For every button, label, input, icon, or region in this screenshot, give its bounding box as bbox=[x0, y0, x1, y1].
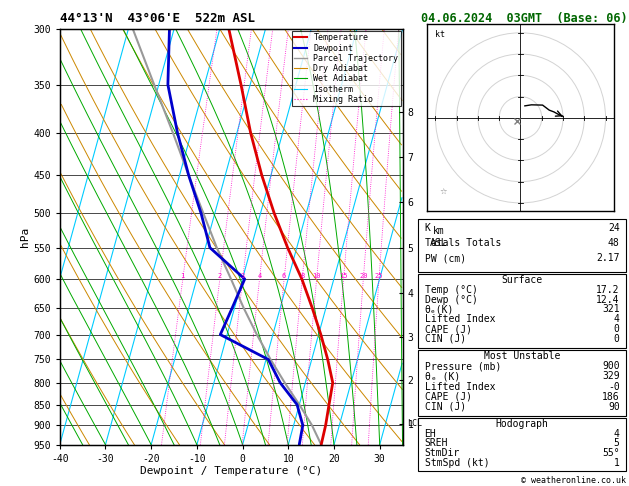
Text: 4: 4 bbox=[614, 429, 620, 439]
Text: Lifted Index: Lifted Index bbox=[425, 382, 495, 392]
Text: K: K bbox=[425, 223, 430, 233]
Bar bbox=[418, 418, 626, 471]
Text: 24: 24 bbox=[608, 223, 620, 233]
Bar bbox=[418, 274, 626, 347]
Text: 900: 900 bbox=[602, 361, 620, 371]
Text: 15: 15 bbox=[339, 273, 348, 279]
Legend: Temperature, Dewpoint, Parcel Trajectory, Dry Adiabat, Wet Adiabat, Isotherm, Mi: Temperature, Dewpoint, Parcel Trajectory… bbox=[292, 31, 401, 106]
Text: StmDir: StmDir bbox=[425, 448, 460, 458]
Text: PW (cm): PW (cm) bbox=[425, 253, 465, 263]
Text: CAPE (J): CAPE (J) bbox=[425, 392, 472, 401]
Text: SREH: SREH bbox=[425, 438, 448, 449]
Text: kt: kt bbox=[435, 30, 445, 39]
Text: 04.06.2024  03GMT  (Base: 06): 04.06.2024 03GMT (Base: 06) bbox=[421, 12, 628, 25]
X-axis label: Dewpoint / Temperature (°C): Dewpoint / Temperature (°C) bbox=[140, 467, 322, 476]
Bar bbox=[418, 219, 626, 272]
Text: 0: 0 bbox=[614, 324, 620, 334]
Text: 4: 4 bbox=[257, 273, 262, 279]
Text: Surface: Surface bbox=[501, 275, 543, 285]
Text: Temp (°C): Temp (°C) bbox=[425, 285, 477, 295]
Text: Lifted Index: Lifted Index bbox=[425, 314, 495, 324]
Text: 10: 10 bbox=[313, 273, 321, 279]
Text: 186: 186 bbox=[602, 392, 620, 401]
Text: θₑ (K): θₑ (K) bbox=[425, 371, 460, 382]
Text: 329: 329 bbox=[602, 371, 620, 382]
Text: 2.17: 2.17 bbox=[596, 253, 620, 263]
Text: 5: 5 bbox=[614, 438, 620, 449]
Text: θₑ(K): θₑ(K) bbox=[425, 304, 454, 314]
Text: LCL: LCL bbox=[407, 419, 421, 429]
Text: 12.4: 12.4 bbox=[596, 295, 620, 305]
Text: 0: 0 bbox=[614, 334, 620, 344]
Text: CIN (J): CIN (J) bbox=[425, 334, 465, 344]
Bar bbox=[418, 350, 626, 416]
Text: 55°: 55° bbox=[602, 448, 620, 458]
Text: 8: 8 bbox=[300, 273, 304, 279]
Text: © weatheronline.co.uk: © weatheronline.co.uk bbox=[521, 476, 626, 485]
Text: 1: 1 bbox=[181, 273, 185, 279]
Text: 4: 4 bbox=[614, 314, 620, 324]
Text: 3: 3 bbox=[240, 273, 245, 279]
Text: 1: 1 bbox=[614, 458, 620, 468]
Text: CAPE (J): CAPE (J) bbox=[425, 324, 472, 334]
Text: CIN (J): CIN (J) bbox=[425, 402, 465, 412]
Text: 17.2: 17.2 bbox=[596, 285, 620, 295]
Text: 44°13'N  43°06'E  522m ASL: 44°13'N 43°06'E 522m ASL bbox=[60, 12, 255, 25]
Text: 20: 20 bbox=[359, 273, 367, 279]
Text: -0: -0 bbox=[608, 382, 620, 392]
Text: 6: 6 bbox=[282, 273, 286, 279]
Text: EH: EH bbox=[425, 429, 437, 439]
Text: Hodograph: Hodograph bbox=[496, 419, 548, 429]
Text: 48: 48 bbox=[608, 238, 620, 248]
Text: Most Unstable: Most Unstable bbox=[484, 351, 560, 361]
Text: Totals Totals: Totals Totals bbox=[425, 238, 501, 248]
Text: ☆: ☆ bbox=[440, 188, 447, 196]
Text: 90: 90 bbox=[608, 402, 620, 412]
Text: Dewp (°C): Dewp (°C) bbox=[425, 295, 477, 305]
Y-axis label: hPa: hPa bbox=[20, 227, 30, 247]
Text: Pressure (mb): Pressure (mb) bbox=[425, 361, 501, 371]
Text: 321: 321 bbox=[602, 304, 620, 314]
Text: 25: 25 bbox=[375, 273, 383, 279]
Text: StmSpd (kt): StmSpd (kt) bbox=[425, 458, 489, 468]
Y-axis label: km
ASL: km ASL bbox=[430, 226, 447, 248]
Text: 2: 2 bbox=[218, 273, 222, 279]
